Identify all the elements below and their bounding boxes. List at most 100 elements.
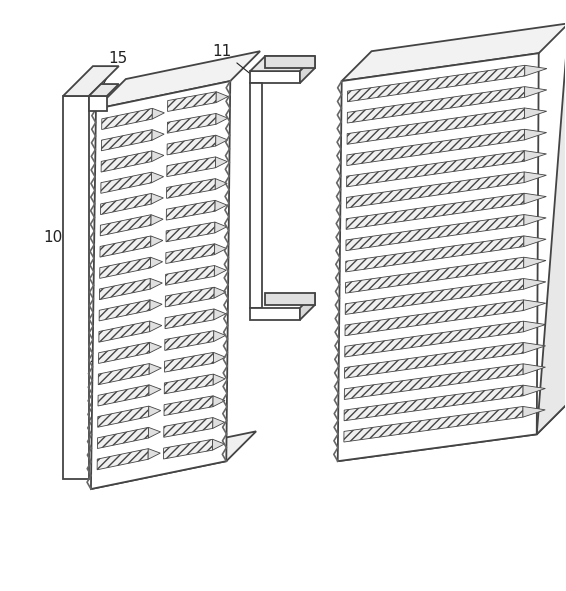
Polygon shape — [165, 265, 215, 285]
Polygon shape — [524, 172, 546, 183]
Polygon shape — [213, 418, 225, 428]
Polygon shape — [346, 236, 524, 272]
Polygon shape — [100, 278, 151, 300]
Polygon shape — [250, 56, 315, 71]
Polygon shape — [164, 439, 213, 459]
Polygon shape — [216, 92, 228, 103]
Polygon shape — [346, 172, 524, 208]
Polygon shape — [148, 449, 160, 459]
Polygon shape — [524, 321, 546, 332]
Polygon shape — [165, 309, 214, 329]
Polygon shape — [99, 321, 150, 342]
Polygon shape — [91, 431, 256, 489]
Polygon shape — [348, 66, 525, 102]
Polygon shape — [523, 364, 546, 375]
Text: 7: 7 — [392, 132, 492, 206]
Polygon shape — [89, 84, 119, 96]
Polygon shape — [213, 331, 226, 342]
Polygon shape — [63, 96, 89, 479]
Polygon shape — [98, 385, 149, 406]
Polygon shape — [152, 129, 164, 140]
Polygon shape — [342, 23, 566, 81]
Polygon shape — [524, 215, 546, 225]
Polygon shape — [346, 151, 524, 187]
Polygon shape — [216, 135, 228, 146]
Polygon shape — [152, 108, 164, 119]
Polygon shape — [149, 385, 161, 395]
Polygon shape — [344, 385, 523, 421]
Polygon shape — [213, 352, 225, 363]
Polygon shape — [150, 300, 162, 310]
Polygon shape — [523, 343, 546, 353]
Polygon shape — [101, 129, 152, 151]
Polygon shape — [250, 308, 300, 320]
Polygon shape — [152, 151, 164, 161]
Polygon shape — [150, 278, 162, 289]
Polygon shape — [166, 222, 215, 242]
Polygon shape — [524, 300, 546, 310]
Polygon shape — [300, 56, 315, 83]
Polygon shape — [149, 406, 161, 417]
Polygon shape — [265, 293, 315, 305]
Polygon shape — [101, 193, 151, 215]
Polygon shape — [166, 244, 215, 264]
Polygon shape — [213, 396, 225, 407]
Polygon shape — [164, 374, 213, 394]
Polygon shape — [98, 363, 149, 385]
Polygon shape — [149, 342, 161, 353]
Polygon shape — [164, 396, 213, 415]
Polygon shape — [63, 66, 119, 96]
Polygon shape — [524, 129, 547, 140]
Polygon shape — [348, 87, 525, 123]
Polygon shape — [167, 157, 216, 177]
Text: 16: 16 — [400, 237, 477, 294]
Polygon shape — [166, 178, 215, 199]
Polygon shape — [99, 300, 150, 321]
Polygon shape — [148, 427, 161, 438]
Polygon shape — [537, 5, 566, 434]
Polygon shape — [98, 406, 149, 427]
Polygon shape — [151, 193, 164, 204]
Polygon shape — [100, 215, 151, 236]
Polygon shape — [215, 200, 227, 211]
Polygon shape — [524, 193, 546, 204]
Polygon shape — [525, 87, 547, 98]
Polygon shape — [215, 244, 226, 255]
Polygon shape — [102, 108, 152, 129]
Polygon shape — [168, 92, 216, 112]
Polygon shape — [265, 56, 315, 68]
Polygon shape — [149, 321, 162, 332]
Polygon shape — [97, 449, 148, 470]
Polygon shape — [89, 96, 107, 111]
Polygon shape — [250, 83, 262, 308]
Text: 15: 15 — [98, 51, 127, 93]
Polygon shape — [345, 257, 524, 293]
Polygon shape — [151, 257, 162, 268]
Polygon shape — [216, 113, 228, 124]
Polygon shape — [165, 352, 213, 372]
Polygon shape — [346, 215, 524, 251]
Polygon shape — [151, 236, 163, 246]
Polygon shape — [100, 236, 151, 257]
Polygon shape — [96, 51, 260, 109]
Polygon shape — [345, 343, 524, 378]
Polygon shape — [524, 236, 546, 246]
Polygon shape — [101, 172, 152, 193]
Polygon shape — [101, 151, 152, 172]
Polygon shape — [165, 331, 214, 350]
Polygon shape — [152, 172, 164, 183]
Polygon shape — [523, 407, 545, 417]
Polygon shape — [215, 222, 227, 233]
Polygon shape — [165, 287, 214, 307]
Polygon shape — [346, 193, 524, 229]
Polygon shape — [338, 53, 539, 461]
Text: 10: 10 — [44, 230, 75, 252]
Polygon shape — [214, 309, 226, 320]
Polygon shape — [151, 215, 163, 225]
Polygon shape — [214, 287, 226, 298]
Polygon shape — [524, 278, 546, 289]
Polygon shape — [338, 404, 566, 461]
Polygon shape — [523, 385, 545, 396]
Polygon shape — [525, 66, 547, 76]
Polygon shape — [98, 342, 149, 363]
